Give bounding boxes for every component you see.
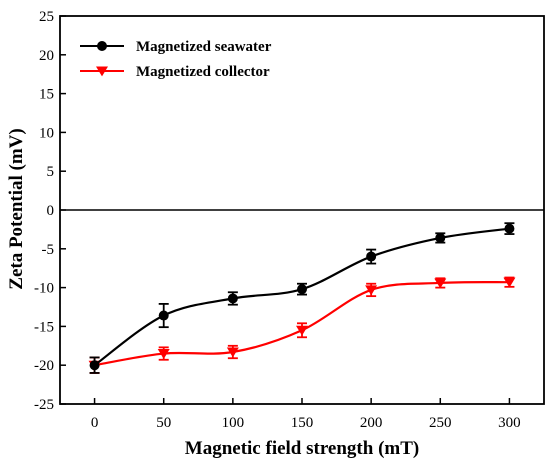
x-tick-label: 150 [291,415,314,431]
y-tick-label: 0 [47,203,55,219]
data-point [365,285,378,296]
x-tick-label: 200 [360,415,383,431]
data-point [434,278,447,289]
legend-marker [96,66,108,77]
y-tick-label: 5 [47,164,55,180]
x-tick-label: 100 [222,415,245,431]
y-tick-label: -25 [34,397,54,413]
legend-label: Magnetized seawater [136,39,272,55]
legend: Magnetized seawater Magnetized collector [80,39,272,80]
data-point [226,347,239,358]
data-point [504,223,515,234]
data-point [503,277,516,288]
data-point [157,349,170,359]
y-tick-label: -10 [34,281,54,297]
data-point [89,360,100,371]
x-tick-label: 0 [91,415,99,431]
data-point [435,232,446,243]
x-axis-title: Magnetic field strength (mT) [185,438,419,459]
y-axis-title: Zeta Potential (mV) [6,128,27,289]
y-tick-label: -5 [42,242,55,258]
y-tick-label: -20 [34,358,54,374]
series-line-magnetized-seawater [93,227,510,367]
y-tick-label: 20 [39,48,54,64]
x-tick-label: 250 [429,415,452,431]
y-tick-label: -15 [34,319,54,335]
data-point [158,310,169,321]
data-point [227,293,238,304]
legend-label: Magnetized collector [136,64,270,80]
series-magnetized-seawater [89,222,515,374]
x-tick-label: 50 [156,415,171,431]
y-tick-label: 25 [39,9,54,25]
data-point [366,251,377,262]
data-point [297,284,307,295]
y-tick-label: 10 [39,125,54,141]
legend-marker [97,41,107,51]
data-point [296,325,308,336]
x-tick-label: 300 [498,415,521,431]
y-tick-label: 15 [39,87,54,103]
